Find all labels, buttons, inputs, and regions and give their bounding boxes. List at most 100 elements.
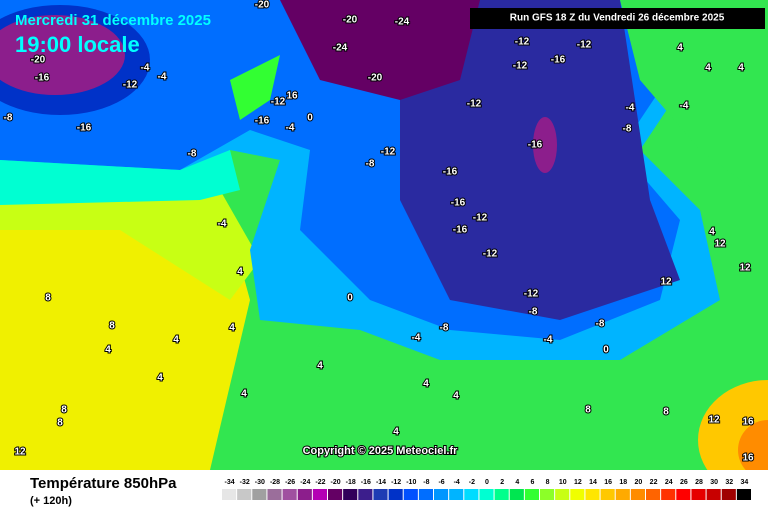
scale-label: 0 — [485, 479, 489, 486]
map-label: 8 — [109, 321, 115, 332]
map-label: 8 — [663, 407, 669, 418]
map-label: 4 — [237, 267, 243, 278]
scale-swatch — [343, 489, 358, 500]
scale-swatch — [388, 489, 403, 500]
scale-label: -18 — [346, 479, 356, 486]
scale-label: 6 — [530, 479, 534, 486]
map-label: -12 — [524, 289, 539, 300]
run-box — [470, 8, 765, 29]
scale-label: 22 — [650, 479, 658, 486]
map-label: -20 — [368, 73, 383, 84]
scale-swatch — [721, 489, 736, 500]
scale-swatch — [736, 489, 751, 500]
map-label: -16 — [443, 167, 458, 178]
scale-label: -24 — [300, 479, 310, 486]
scale-swatch — [646, 489, 661, 500]
scale-label: -14 — [376, 479, 386, 486]
scale-swatch — [418, 489, 433, 500]
scale-label: 18 — [619, 479, 627, 486]
scale-label: 34 — [741, 479, 749, 486]
map-label: -12 — [271, 97, 286, 108]
forecast-date: Mercredi 31 décembre 2025 — [15, 12, 211, 29]
map-label: 12 — [714, 239, 726, 250]
scale-label: -32 — [240, 479, 250, 486]
map-label: 4 — [157, 373, 163, 384]
map-label: 4 — [709, 227, 715, 238]
map-label: -24 — [395, 17, 410, 28]
map-label: -4 — [158, 72, 167, 83]
forecast-time: 19:00 locale — [15, 32, 140, 57]
map-label: 4 — [738, 63, 744, 74]
scale-swatch — [540, 489, 555, 500]
scale-swatch — [449, 489, 464, 500]
scale-swatch — [237, 489, 252, 500]
map-label: -8 — [4, 113, 13, 124]
map-label: 0 — [603, 345, 609, 356]
scale-swatch — [509, 489, 524, 500]
map-label: 4 — [317, 361, 323, 372]
scale-swatch — [524, 489, 539, 500]
map-label: -4 — [286, 123, 295, 134]
scale-label: 14 — [589, 479, 597, 486]
map-label: -12 — [381, 147, 396, 158]
scale-swatch — [434, 489, 449, 500]
scale-swatch — [661, 489, 676, 500]
map-label: -8 — [623, 124, 632, 135]
scale-swatch — [464, 489, 479, 500]
scale-swatch — [615, 489, 630, 500]
map-label: -24 — [333, 43, 348, 54]
scale-swatch — [600, 489, 615, 500]
scale-label: -2 — [469, 479, 475, 486]
map-label: 4 — [705, 63, 711, 74]
map-label: -16 — [551, 55, 566, 66]
scale-swatch — [252, 489, 267, 500]
scale-label: -8 — [423, 479, 429, 486]
map-label: 8 — [57, 418, 63, 429]
map-label: 4 — [229, 323, 235, 334]
map-label: -4 — [141, 63, 150, 74]
map-label: 4 — [241, 389, 247, 400]
run-info: Run GFS 18 Z du Vendredi 26 décembre 202… — [510, 13, 725, 24]
map-label: -16 — [451, 198, 466, 209]
map-label: 12 — [660, 277, 672, 288]
scale-label: 8 — [546, 479, 550, 486]
map-label: -4 — [626, 103, 635, 114]
scale-label: 2 — [500, 479, 504, 486]
scale-swatch — [676, 489, 691, 500]
map-label: -16 — [77, 123, 92, 134]
map-label: -16 — [453, 225, 468, 236]
map-label: -8 — [188, 149, 197, 160]
map-label: 16 — [286, 91, 298, 102]
scale-label: -12 — [391, 479, 401, 486]
scale-swatch — [267, 489, 282, 500]
map-label: -4 — [544, 335, 553, 346]
scale-label: -6 — [438, 479, 444, 486]
scale-label: 28 — [695, 479, 703, 486]
map-label: -12 — [123, 80, 138, 91]
map-label: 4 — [677, 43, 683, 54]
scale-label: 10 — [559, 479, 567, 486]
scale-label: -16 — [361, 479, 371, 486]
scale-swatch — [373, 489, 388, 500]
map-label: -4 — [680, 101, 689, 112]
map-label: -16 — [255, 116, 270, 127]
scale-label: -30 — [255, 479, 265, 486]
scale-label: -20 — [331, 479, 341, 486]
map-label: -16 — [35, 73, 50, 84]
map-label: -20 — [31, 55, 46, 66]
map-label: 16 — [742, 453, 754, 464]
scale-swatch — [570, 489, 585, 500]
map-label: 4 — [105, 345, 111, 356]
scale-label: -34 — [225, 479, 235, 486]
footer-lead: (+ 120h) — [30, 495, 72, 507]
map-label: 4 — [423, 379, 429, 390]
map-label: 4 — [393, 427, 399, 438]
scale-swatch — [297, 489, 312, 500]
map-label: 0 — [307, 113, 313, 124]
color-scale: -34 -32 -30 -28 -26 -24 -22 -20 -18 -16 -14 -12 -10-… — [222, 479, 751, 500]
scale-label: 20 — [635, 479, 643, 486]
scale-swatch — [494, 489, 509, 500]
scale-label: 30 — [710, 479, 718, 486]
